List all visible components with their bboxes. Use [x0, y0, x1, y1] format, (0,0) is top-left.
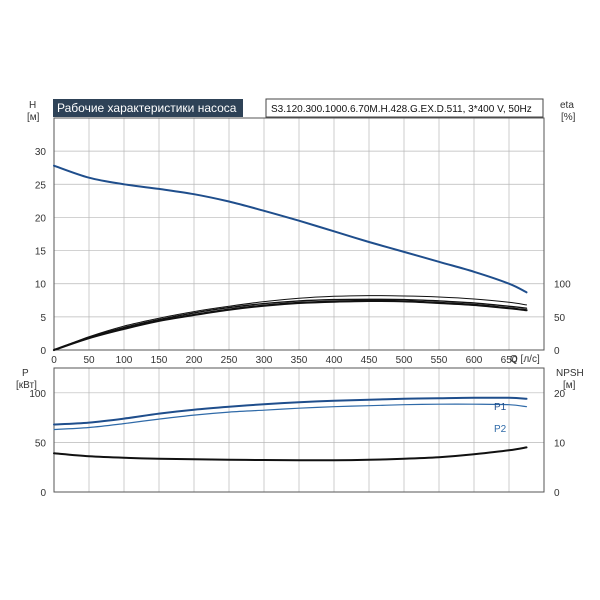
p1-curve	[53, 396, 528, 426]
efficiency-curve-2	[52, 299, 528, 352]
power-axis-unit: [кВт]	[16, 380, 37, 391]
efficiency-curve-1	[53, 298, 528, 351]
chart-title: Рабочие характеристики насоса	[57, 101, 237, 115]
p2-label: P2	[494, 424, 507, 435]
x-tick-label: 350	[291, 355, 308, 366]
head-tick-label: 0	[40, 346, 46, 357]
power-tick-label: 50	[35, 438, 47, 449]
head-tick-label: 25	[35, 180, 47, 191]
head-tick-label: 15	[35, 247, 47, 258]
title-banner	[53, 99, 243, 117]
npsh-tick-label: 20	[554, 389, 566, 400]
eta-tick-label: 100	[554, 280, 571, 291]
npsh-tick-label: 10	[554, 438, 566, 449]
x-tick-label: 0	[51, 355, 57, 366]
power-tick-label: 100	[29, 389, 46, 400]
npsh-axis-unit: [м]	[563, 380, 576, 391]
npsh-tick-label: 0	[554, 488, 560, 499]
eta-tick-label: 0	[554, 346, 560, 357]
p2-curve	[53, 403, 528, 431]
bottom-chart-series	[53, 396, 528, 462]
top-chart-grid	[53, 118, 544, 351]
head-tick-label: 5	[40, 313, 46, 324]
head-curve	[53, 164, 528, 294]
top-chart-series	[52, 164, 528, 352]
bottom-chart-ticks: 0 50 100 0 10 20	[29, 389, 565, 499]
head-axis-label: H	[29, 100, 36, 111]
x-tick-label: 650	[501, 355, 518, 366]
head-tick-label: 20	[35, 213, 47, 224]
head-tick-label: 30	[35, 147, 47, 158]
eta-axis-unit: [%]	[561, 112, 576, 123]
npsh-curve	[53, 446, 528, 462]
p1-label: P1	[494, 402, 507, 413]
x-tick-label: 250	[221, 355, 238, 366]
x-tick-label: 150	[151, 355, 168, 366]
top-chart-ticks: 0 50 100 150 200 250 300 350 400 450 500 550 600 6500…	[35, 147, 571, 366]
model-label: S3.120.300.1000.6.70M.H.428.G.EX.D.511, …	[271, 104, 532, 115]
eta-tick-label: 50	[554, 313, 566, 324]
top-chart-frame	[53, 117, 545, 351]
x-tick-label: 400	[326, 355, 343, 366]
flow-axis-label: Q [л/с]	[510, 354, 540, 365]
x-tick-label: 100	[116, 355, 133, 366]
power-axis-label: P	[22, 368, 29, 379]
x-tick-label: 450	[361, 355, 378, 366]
efficiency-curve-3	[53, 295, 527, 351]
head-tick-label: 10	[35, 280, 47, 291]
x-tick-label: 50	[83, 355, 95, 366]
bottom-chart-grid	[53, 368, 544, 493]
model-label-box	[265, 98, 544, 118]
head-axis-unit: [м]	[27, 112, 40, 123]
power-tick-label: 0	[40, 488, 46, 499]
eta-axis-label: eta	[560, 100, 574, 111]
npsh-axis-label: NPSH	[556, 368, 584, 379]
x-tick-label: 200	[186, 355, 203, 366]
x-tick-label: 600	[466, 355, 483, 366]
x-tick-label: 550	[431, 355, 448, 366]
x-tick-label: 300	[256, 355, 273, 366]
x-tick-label: 500	[396, 355, 413, 366]
